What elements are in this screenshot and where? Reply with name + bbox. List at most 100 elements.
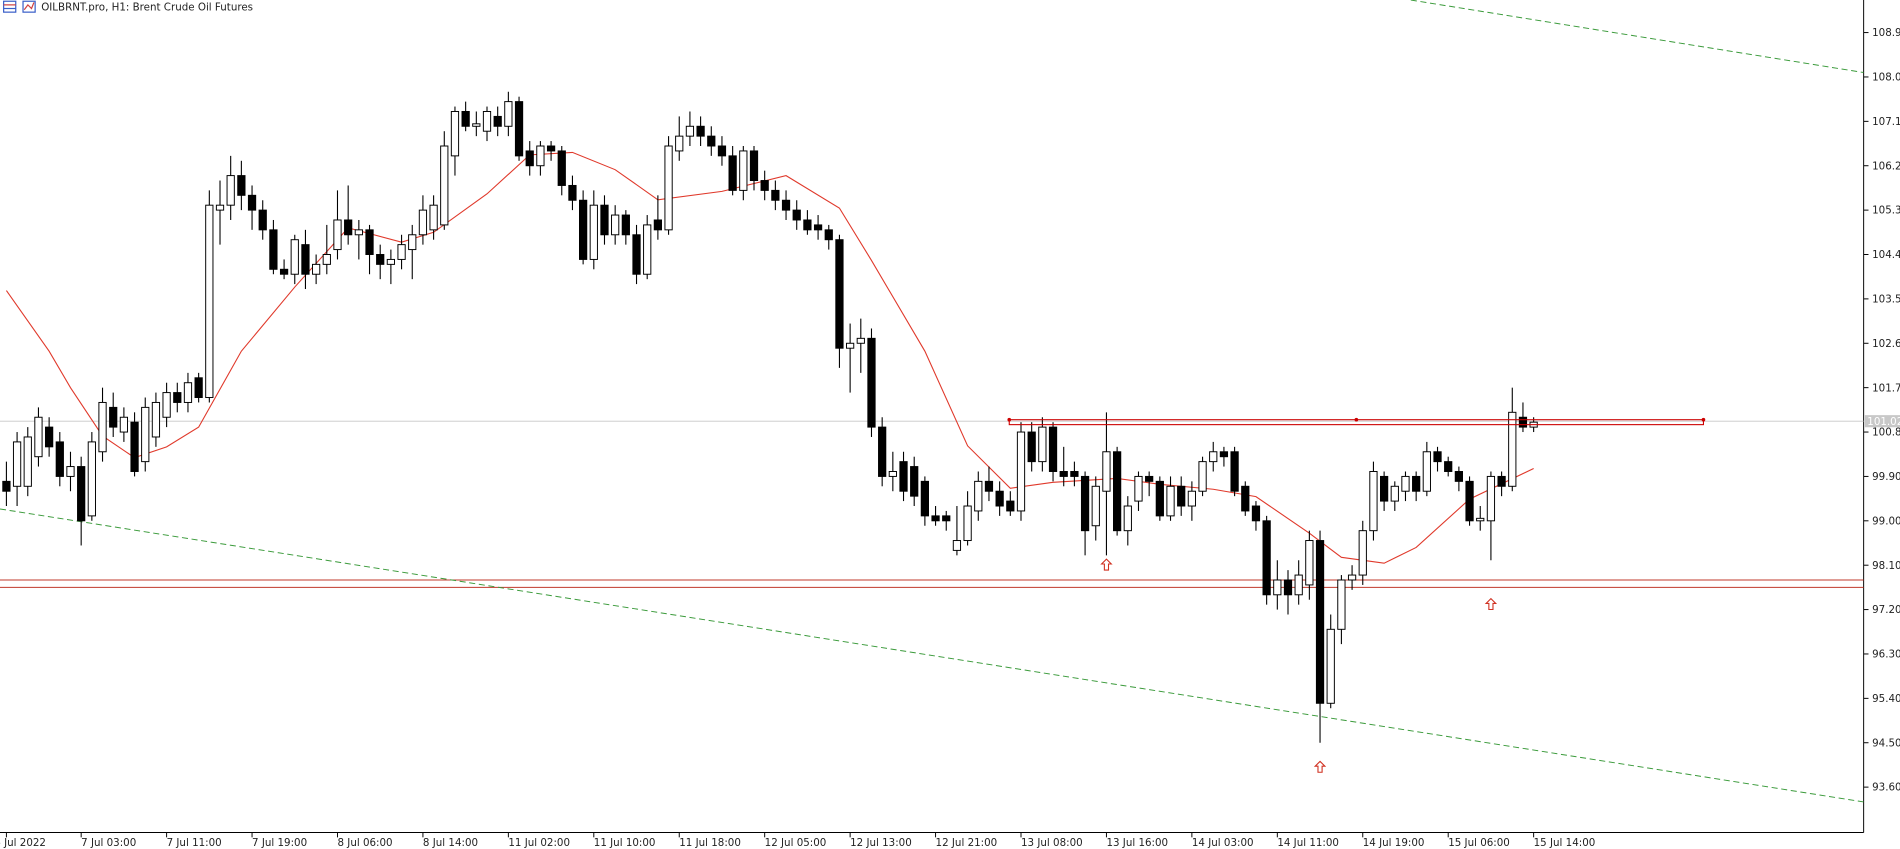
candle-body (589, 204, 598, 260)
candle-body (1177, 485, 1186, 507)
candle-body (1283, 579, 1293, 596)
candle-body (1390, 485, 1399, 502)
x-tick-label: 11 Jul 18:00 (679, 837, 741, 849)
candle-body (344, 219, 353, 236)
candle-body (749, 150, 759, 182)
y-tick-label: 107.10 (1872, 116, 1900, 128)
x-tick-label: 7 Jul 19:00 (252, 837, 307, 849)
candle-body (1508, 411, 1517, 487)
candle-body (418, 209, 428, 236)
x-tick-label: 7 Jul 11:00 (167, 837, 222, 849)
candle-body (1134, 475, 1143, 502)
candle-body (813, 224, 823, 231)
candle-body (653, 219, 663, 231)
box-handle (1007, 417, 1012, 422)
candle-body (696, 125, 705, 137)
candle-body (675, 135, 684, 152)
candle-body (546, 145, 556, 152)
x-tick-label: 11 Jul 10:00 (594, 837, 656, 849)
x-tick-label: 14 Jul 03:00 (1192, 837, 1254, 849)
y-tick-label: 104.40 (1872, 249, 1900, 261)
candle-body (1326, 628, 1335, 704)
x-tick-label: 15 Jul 06:00 (1448, 837, 1510, 849)
x-tick-label: 15 Jul 14:00 (1534, 837, 1596, 849)
candle-body (1145, 475, 1154, 482)
candle-body (98, 401, 107, 453)
candle-body (322, 254, 331, 265)
candle-body (1337, 579, 1346, 630)
candle-body (1070, 471, 1079, 477)
candle-body (237, 175, 246, 196)
candle-body (514, 101, 524, 157)
candle-body (1273, 579, 1282, 596)
candle-body (205, 204, 214, 399)
candle-body (130, 421, 139, 472)
candle-body (1048, 426, 1058, 472)
candle-body (408, 234, 417, 251)
candle-body (226, 175, 235, 206)
x-tick-label: 8 Jul 14:00 (423, 837, 478, 849)
candle-body (974, 480, 983, 512)
candle-body (1251, 505, 1261, 522)
candle-body (269, 229, 278, 270)
candle-body (1198, 461, 1207, 492)
candle-body (888, 471, 897, 477)
candle-body (611, 214, 620, 236)
box-handle (1354, 417, 1359, 422)
candle-body (707, 135, 716, 147)
candle-body (835, 239, 844, 349)
x-tick-label: 14 Jul 19:00 (1363, 837, 1425, 849)
candle-body (579, 199, 588, 260)
candle-body (397, 244, 406, 260)
candle-body (1433, 451, 1442, 463)
candle-body (1241, 485, 1250, 512)
candle-body (1305, 540, 1314, 586)
candle-body (1027, 431, 1036, 463)
x-tick-label: 8 Jul 06:00 (337, 837, 392, 849)
candle-body (440, 145, 449, 226)
candle-body (728, 155, 737, 191)
y-tick-label: 105.30 (1872, 205, 1900, 217)
x-tick-label: 13 Jul 16:00 (1106, 837, 1168, 849)
candle-body (1016, 431, 1026, 512)
candle-body (461, 110, 470, 127)
x-tick-label: 14 Jul 11:00 (1277, 837, 1339, 849)
candle-body (1006, 500, 1015, 512)
candle-body (600, 204, 609, 236)
candle-body (173, 392, 182, 403)
candle-body (1422, 451, 1431, 492)
candle-body (846, 342, 855, 349)
candle-body (1262, 520, 1271, 596)
symbol-icons (3, 0, 36, 13)
candle-body (215, 204, 225, 211)
y-tick-label: 98.10 (1872, 560, 1900, 572)
candle-body (899, 461, 908, 492)
candle-body (942, 515, 951, 522)
candle-body (984, 480, 994, 492)
y-tick-label: 94.50 (1872, 737, 1900, 749)
candle-body (472, 123, 481, 127)
candle-body (1379, 475, 1389, 502)
candle-body (365, 229, 374, 255)
candle-body (1080, 475, 1090, 532)
candle-body (910, 466, 919, 497)
y-tick-label: 101.70 (1872, 382, 1900, 394)
y-tick-label: 102.60 (1872, 338, 1900, 350)
candle-body (931, 515, 940, 522)
candle-body (803, 219, 812, 231)
candle-body (429, 204, 438, 231)
candle-body (781, 199, 791, 211)
candle-body (1102, 451, 1111, 492)
candle-body (312, 263, 321, 275)
x-tick-label: 12 Jul 21:00 (936, 837, 998, 849)
candle-body (1113, 451, 1122, 532)
candle-body (333, 219, 342, 251)
candle-body (247, 194, 257, 211)
candle-body (482, 110, 492, 132)
candle-body (493, 115, 502, 127)
candle-body (2, 480, 11, 492)
candle-body (1465, 480, 1474, 522)
candle-body (557, 150, 566, 186)
candle-body (1155, 480, 1164, 517)
